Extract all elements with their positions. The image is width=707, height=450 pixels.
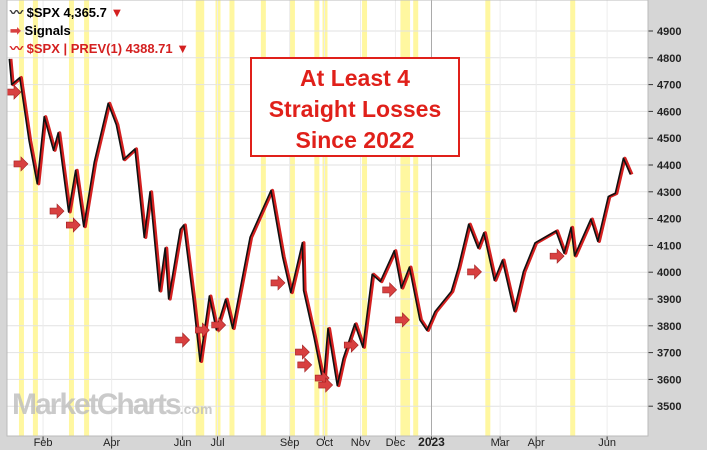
legend-signals: ➡ Signals xyxy=(10,23,71,38)
signal-arrow xyxy=(467,264,482,280)
highlight-band xyxy=(68,0,74,436)
prev-series-line xyxy=(9,58,634,388)
highlight-band xyxy=(32,0,38,436)
highlight-band xyxy=(413,0,419,436)
x-tick-label: Mar xyxy=(491,437,510,449)
y-tick-label: 4500 xyxy=(657,133,681,145)
signal-arrow xyxy=(549,248,565,264)
highlight-band xyxy=(260,0,266,436)
signal-arrow xyxy=(6,84,22,100)
highlight-band xyxy=(405,0,411,436)
signal-arrow xyxy=(175,332,191,348)
y-tick-label: 3800 xyxy=(657,321,681,333)
x-tick-label: Apr xyxy=(103,437,120,449)
callout-line: Since 2022 xyxy=(295,127,415,153)
signal-arrow xyxy=(270,275,286,291)
highlight-band xyxy=(289,0,295,436)
signal-arrow xyxy=(195,322,210,338)
price-series-line xyxy=(8,58,632,387)
signal-arrow xyxy=(65,217,81,233)
signal-arrow xyxy=(297,357,313,373)
y-tick-label: 4700 xyxy=(657,80,681,92)
x-tick-label: Nov xyxy=(351,437,371,449)
y-tick-label: 4600 xyxy=(657,106,681,118)
highlight-band xyxy=(400,0,406,436)
legend-main: 〰 $SPX 4,365.7 ▼ xyxy=(10,5,124,20)
highlight-band xyxy=(314,0,320,436)
x-tick-label: Feb xyxy=(34,437,53,449)
highlight-band xyxy=(18,0,24,436)
highlight-band xyxy=(229,0,235,436)
down-triangle-icon: ▼ xyxy=(176,41,190,56)
x-tick-label: Jun xyxy=(174,437,192,449)
x-tick-label: Jul xyxy=(210,437,224,449)
highlight-band xyxy=(485,0,491,436)
legend-prev: 〰 $SPX | PREV(1) 4388.71 ▼ xyxy=(10,41,190,56)
signal-arrow xyxy=(395,312,410,328)
y-tick-label: 4800 xyxy=(657,53,681,65)
y-tick-label: 3600 xyxy=(657,374,681,386)
highlight-band xyxy=(199,0,205,436)
down-triangle-icon: ▼ xyxy=(110,5,124,20)
signal-arrow xyxy=(343,337,359,353)
line-icon: 〰 xyxy=(10,41,24,56)
callout-line: Straight Losses xyxy=(268,96,442,122)
x-tick-label: 2023 xyxy=(418,435,445,449)
callout-box: At Least 4 Straight Losses Since 2022 xyxy=(250,57,460,157)
y-tick-label: 3900 xyxy=(657,294,681,306)
y-tick-label: 4100 xyxy=(657,240,681,252)
highlight-band xyxy=(362,0,368,436)
watermark-logo: MarketCharts.com xyxy=(12,388,213,421)
legend: 〰 $SPX 4,365.7 ▼ ➡ Signals 〰 $SPX | PREV… xyxy=(10,4,189,58)
x-tick-label: Sep xyxy=(280,437,300,449)
y-tick-label: 4200 xyxy=(657,214,681,226)
signal-arrow xyxy=(13,156,29,172)
y-tick-label: 3700 xyxy=(657,348,681,360)
highlight-band xyxy=(195,0,201,436)
arrow-icon: ➡ xyxy=(10,23,21,38)
plot-border xyxy=(6,0,649,437)
signal-arrow xyxy=(295,344,310,360)
x-tick-label: Oct xyxy=(316,437,333,449)
signal-arrow xyxy=(211,317,227,333)
x-tick-label: Dec xyxy=(386,437,406,449)
x-tick-label: Apr xyxy=(528,437,545,449)
signal-arrow xyxy=(382,282,398,298)
x-tick-label: Jun xyxy=(598,437,616,449)
y-tick-label: 3500 xyxy=(657,401,681,413)
signal-arrow xyxy=(49,203,65,219)
y-tick-label: 4000 xyxy=(657,267,681,279)
y-tick-label: 4900 xyxy=(657,26,681,38)
line-icon: 〰 xyxy=(10,5,24,20)
y-tick-label: 4300 xyxy=(657,187,681,199)
highlight-band xyxy=(570,0,576,436)
signal-arrow xyxy=(318,377,334,393)
callout-line: At Least 4 xyxy=(300,65,410,91)
y-tick-label: 4400 xyxy=(657,160,681,172)
